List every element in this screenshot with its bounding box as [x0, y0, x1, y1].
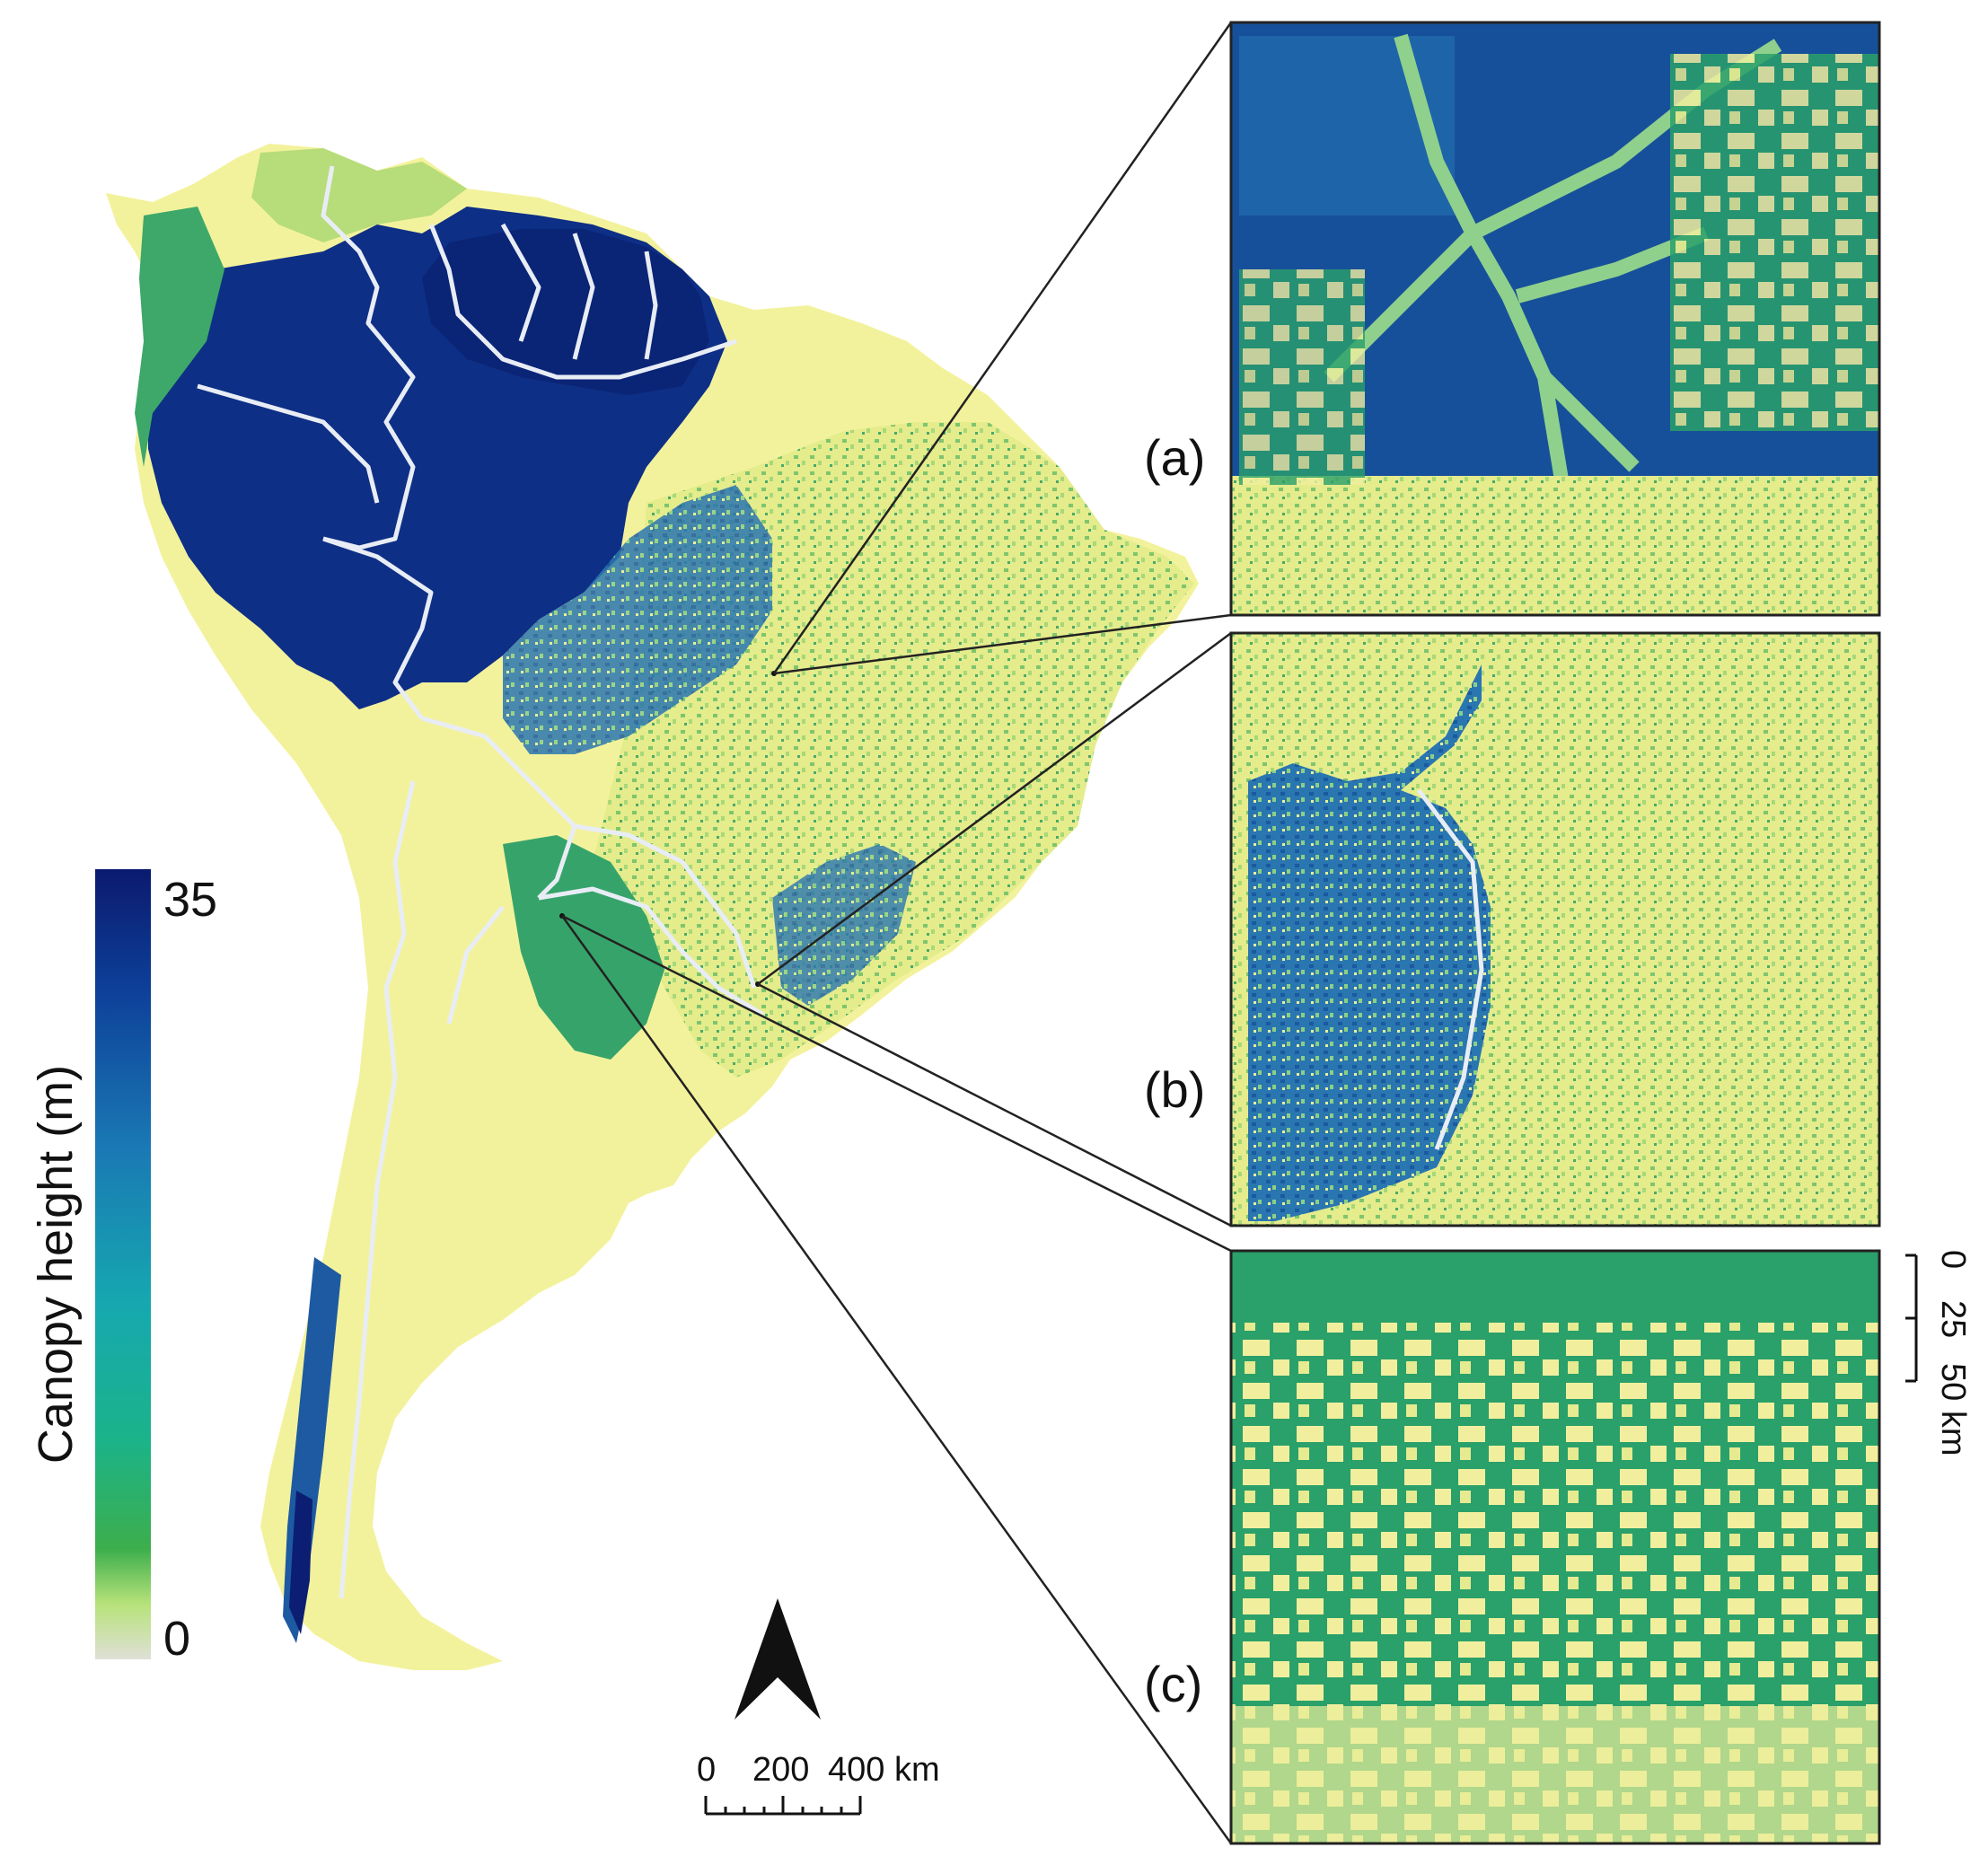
country-borders [197, 165, 765, 1599]
amazon-north [422, 229, 709, 395]
north-arrow-icon [735, 1598, 821, 1720]
colorbar-max-label: 35 [163, 873, 218, 927]
panel-label-c: (c) [1144, 1656, 1203, 1712]
inset-scale-label-50: 50 km [1934, 1363, 1972, 1456]
forest-fringe [503, 485, 772, 754]
inset-scale-label-25: 25 [1934, 1300, 1972, 1339]
colorbar-gradient [95, 869, 151, 1659]
zoom-connectors [560, 22, 1233, 1844]
chile-forest-dark [289, 1491, 312, 1634]
main-scalebar [704, 1796, 862, 1816]
colorbar-min-label: 0 [163, 1612, 191, 1666]
main-scale-label-200: 200 [752, 1751, 810, 1789]
colorbar-title: Canopy height (m) [29, 1064, 83, 1465]
main-scale-label-0: 0 [697, 1751, 717, 1789]
main-scale-label-400: 400 km [828, 1751, 940, 1789]
panel-label-b: (b) [1144, 1061, 1206, 1118]
inset-scalebar [1905, 1254, 1918, 1383]
inset-b-image [1229, 631, 1881, 1227]
north-coast [251, 148, 467, 242]
south-america-map [106, 144, 1199, 1670]
inset-scale-label-0: 0 [1934, 1250, 1972, 1270]
inset-c-image [1229, 1249, 1881, 1845]
atlantic-forest [772, 844, 916, 1006]
andes-slopes [135, 207, 224, 467]
inset-a-image [1229, 21, 1881, 617]
panel-label-a: (a) [1144, 429, 1206, 486]
